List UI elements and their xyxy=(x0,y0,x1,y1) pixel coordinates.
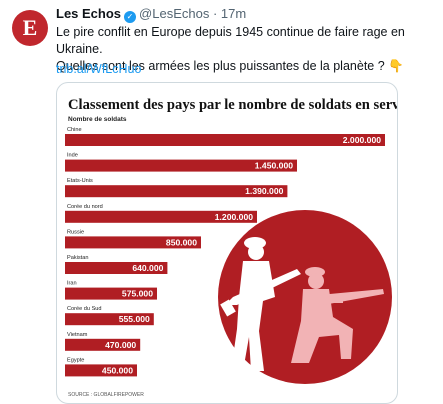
kneeling-soldier-icon xyxy=(291,267,384,363)
bar xyxy=(65,159,297,172)
bar xyxy=(65,185,288,198)
tweet-header: Les Echos ✓ @LesEchos · 17m xyxy=(56,6,246,23)
tweet-text: Le pire conflit en Europe depuis 1945 co… xyxy=(56,24,431,75)
tweet-text-line-1: Le pire conflit en Europe depuis 1945 co… xyxy=(56,25,405,56)
chart-bars: Chine 2.000.000 Inde 1.450.000 Etats-Unis 1.3… xyxy=(65,127,385,377)
category-label: Vietnam xyxy=(67,332,88,338)
bar xyxy=(65,313,154,326)
bar-value-label: 470.000 xyxy=(105,340,136,350)
tweet-text-line-2: Quelles sont les armées les plus puissan… xyxy=(56,59,404,73)
author-handle[interactable]: @LesEchos xyxy=(139,6,210,21)
bar xyxy=(65,262,168,274)
soldiers-illustration xyxy=(218,210,392,384)
category-label: Russie xyxy=(67,229,84,235)
bar-value-label: 1.450.000 xyxy=(255,161,293,171)
bar xyxy=(65,364,137,377)
tweet-media-card[interactable]: Classement des pays par le nombre de sol… xyxy=(56,82,398,404)
category-label: Iran xyxy=(67,281,77,287)
author-name[interactable]: Les Echos xyxy=(56,6,122,21)
chart-title: Classement des pays par le nombre de sol… xyxy=(68,97,397,113)
bar-value-label: 450.000 xyxy=(102,365,133,375)
bar-value-label: 2.000.000 xyxy=(343,135,381,145)
standing-soldier-icon xyxy=(220,237,301,371)
bar-value-label: 1.200.000 xyxy=(215,212,253,222)
bar xyxy=(65,134,385,146)
bar-value-label: 640.000 xyxy=(132,263,163,273)
soldiers-bar-chart: Classement des pays par le nombre de sol… xyxy=(65,97,397,398)
category-label: Pakistan xyxy=(67,255,88,261)
bar-value-label: 575.000 xyxy=(122,289,153,299)
category-label: Corée du Sud xyxy=(67,306,102,312)
category-label: Egypte xyxy=(67,357,84,363)
author-avatar[interactable]: E xyxy=(12,10,48,46)
chart-source: SOURCE : GLOBALFIREPOWER xyxy=(68,392,144,398)
header-separator: · xyxy=(212,6,218,21)
tweet-link[interactable]: trib.al/WfLcHuo xyxy=(56,62,142,76)
category-label: Chine xyxy=(67,127,82,133)
bar-value-label: 850.000 xyxy=(166,237,197,247)
bar xyxy=(65,210,257,223)
bar-value-label: 1.390.000 xyxy=(245,186,283,196)
bar xyxy=(65,287,157,300)
chart-subtitle: Nombre de soldats xyxy=(68,116,127,123)
bar-value-label: 555.000 xyxy=(119,314,150,324)
category-label: Etats-Unis xyxy=(67,178,93,184)
bar xyxy=(65,236,201,249)
category-label: Corée du nord xyxy=(67,204,103,210)
category-label: Inde xyxy=(67,153,78,159)
bar xyxy=(65,338,141,351)
tweet-timestamp[interactable]: 17m xyxy=(220,6,247,21)
avatar-letter: E xyxy=(22,15,38,40)
verified-badge-icon: ✓ xyxy=(124,11,137,23)
